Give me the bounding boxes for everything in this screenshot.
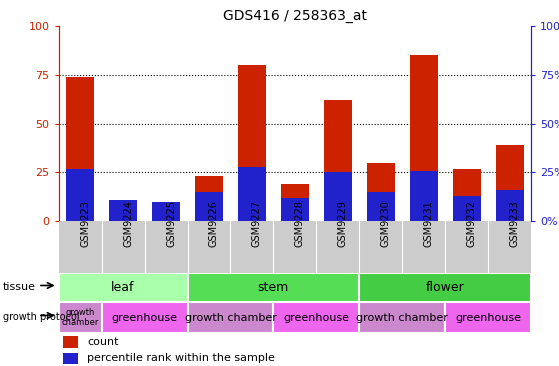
Bar [63,353,78,365]
Text: growth protocol: growth protocol [3,311,79,322]
Bar [496,145,524,221]
Bar [453,196,481,221]
Bar [359,273,531,302]
Text: GSM9226: GSM9226 [209,201,219,247]
Text: GSM9232: GSM9232 [467,201,477,247]
Text: growth
chamber: growth chamber [61,308,99,327]
Bar [195,192,223,221]
Bar [63,336,78,348]
Bar [102,302,187,333]
Bar [187,302,273,333]
Bar [367,163,395,221]
Bar [281,198,309,221]
Text: GSM9233: GSM9233 [510,201,519,247]
Text: count: count [87,337,119,347]
Bar [109,202,137,221]
Title: GDS416 / 258363_at: GDS416 / 258363_at [223,9,367,23]
Bar [359,302,445,333]
Bar [496,190,524,221]
Text: GSM9231: GSM9231 [424,201,434,247]
Bar [445,302,531,333]
Bar [59,302,102,333]
Bar [109,200,137,221]
Bar [66,76,94,221]
Text: greenhouse: greenhouse [112,313,178,322]
Text: GSM9225: GSM9225 [166,201,176,247]
Bar [195,176,223,221]
Bar [324,172,352,221]
Bar [410,171,438,221]
Bar [152,202,180,221]
Text: greenhouse: greenhouse [455,313,521,322]
Bar [410,55,438,221]
Text: GSM9223: GSM9223 [80,201,90,247]
Text: leaf: leaf [111,281,135,294]
Bar [238,65,266,221]
Text: greenhouse: greenhouse [283,313,349,322]
Bar [367,192,395,221]
Text: GSM9228: GSM9228 [295,201,305,247]
Bar [281,184,309,221]
Text: GSM9229: GSM9229 [338,201,348,247]
Bar [187,273,359,302]
Text: growth chamber: growth chamber [184,313,276,322]
Bar [66,169,94,221]
Text: stem: stem [258,281,289,294]
Bar [324,100,352,221]
Bar [273,302,359,333]
Bar [152,202,180,221]
Bar [238,167,266,221]
Text: GSM9224: GSM9224 [123,201,133,247]
Bar [453,169,481,221]
Text: flower: flower [426,281,465,294]
Text: GSM9230: GSM9230 [381,201,391,247]
Text: tissue: tissue [3,282,36,292]
Text: growth chamber: growth chamber [356,313,448,322]
Text: GSM9227: GSM9227 [252,201,262,247]
Text: percentile rank within the sample: percentile rank within the sample [87,354,275,363]
Bar [59,273,187,302]
